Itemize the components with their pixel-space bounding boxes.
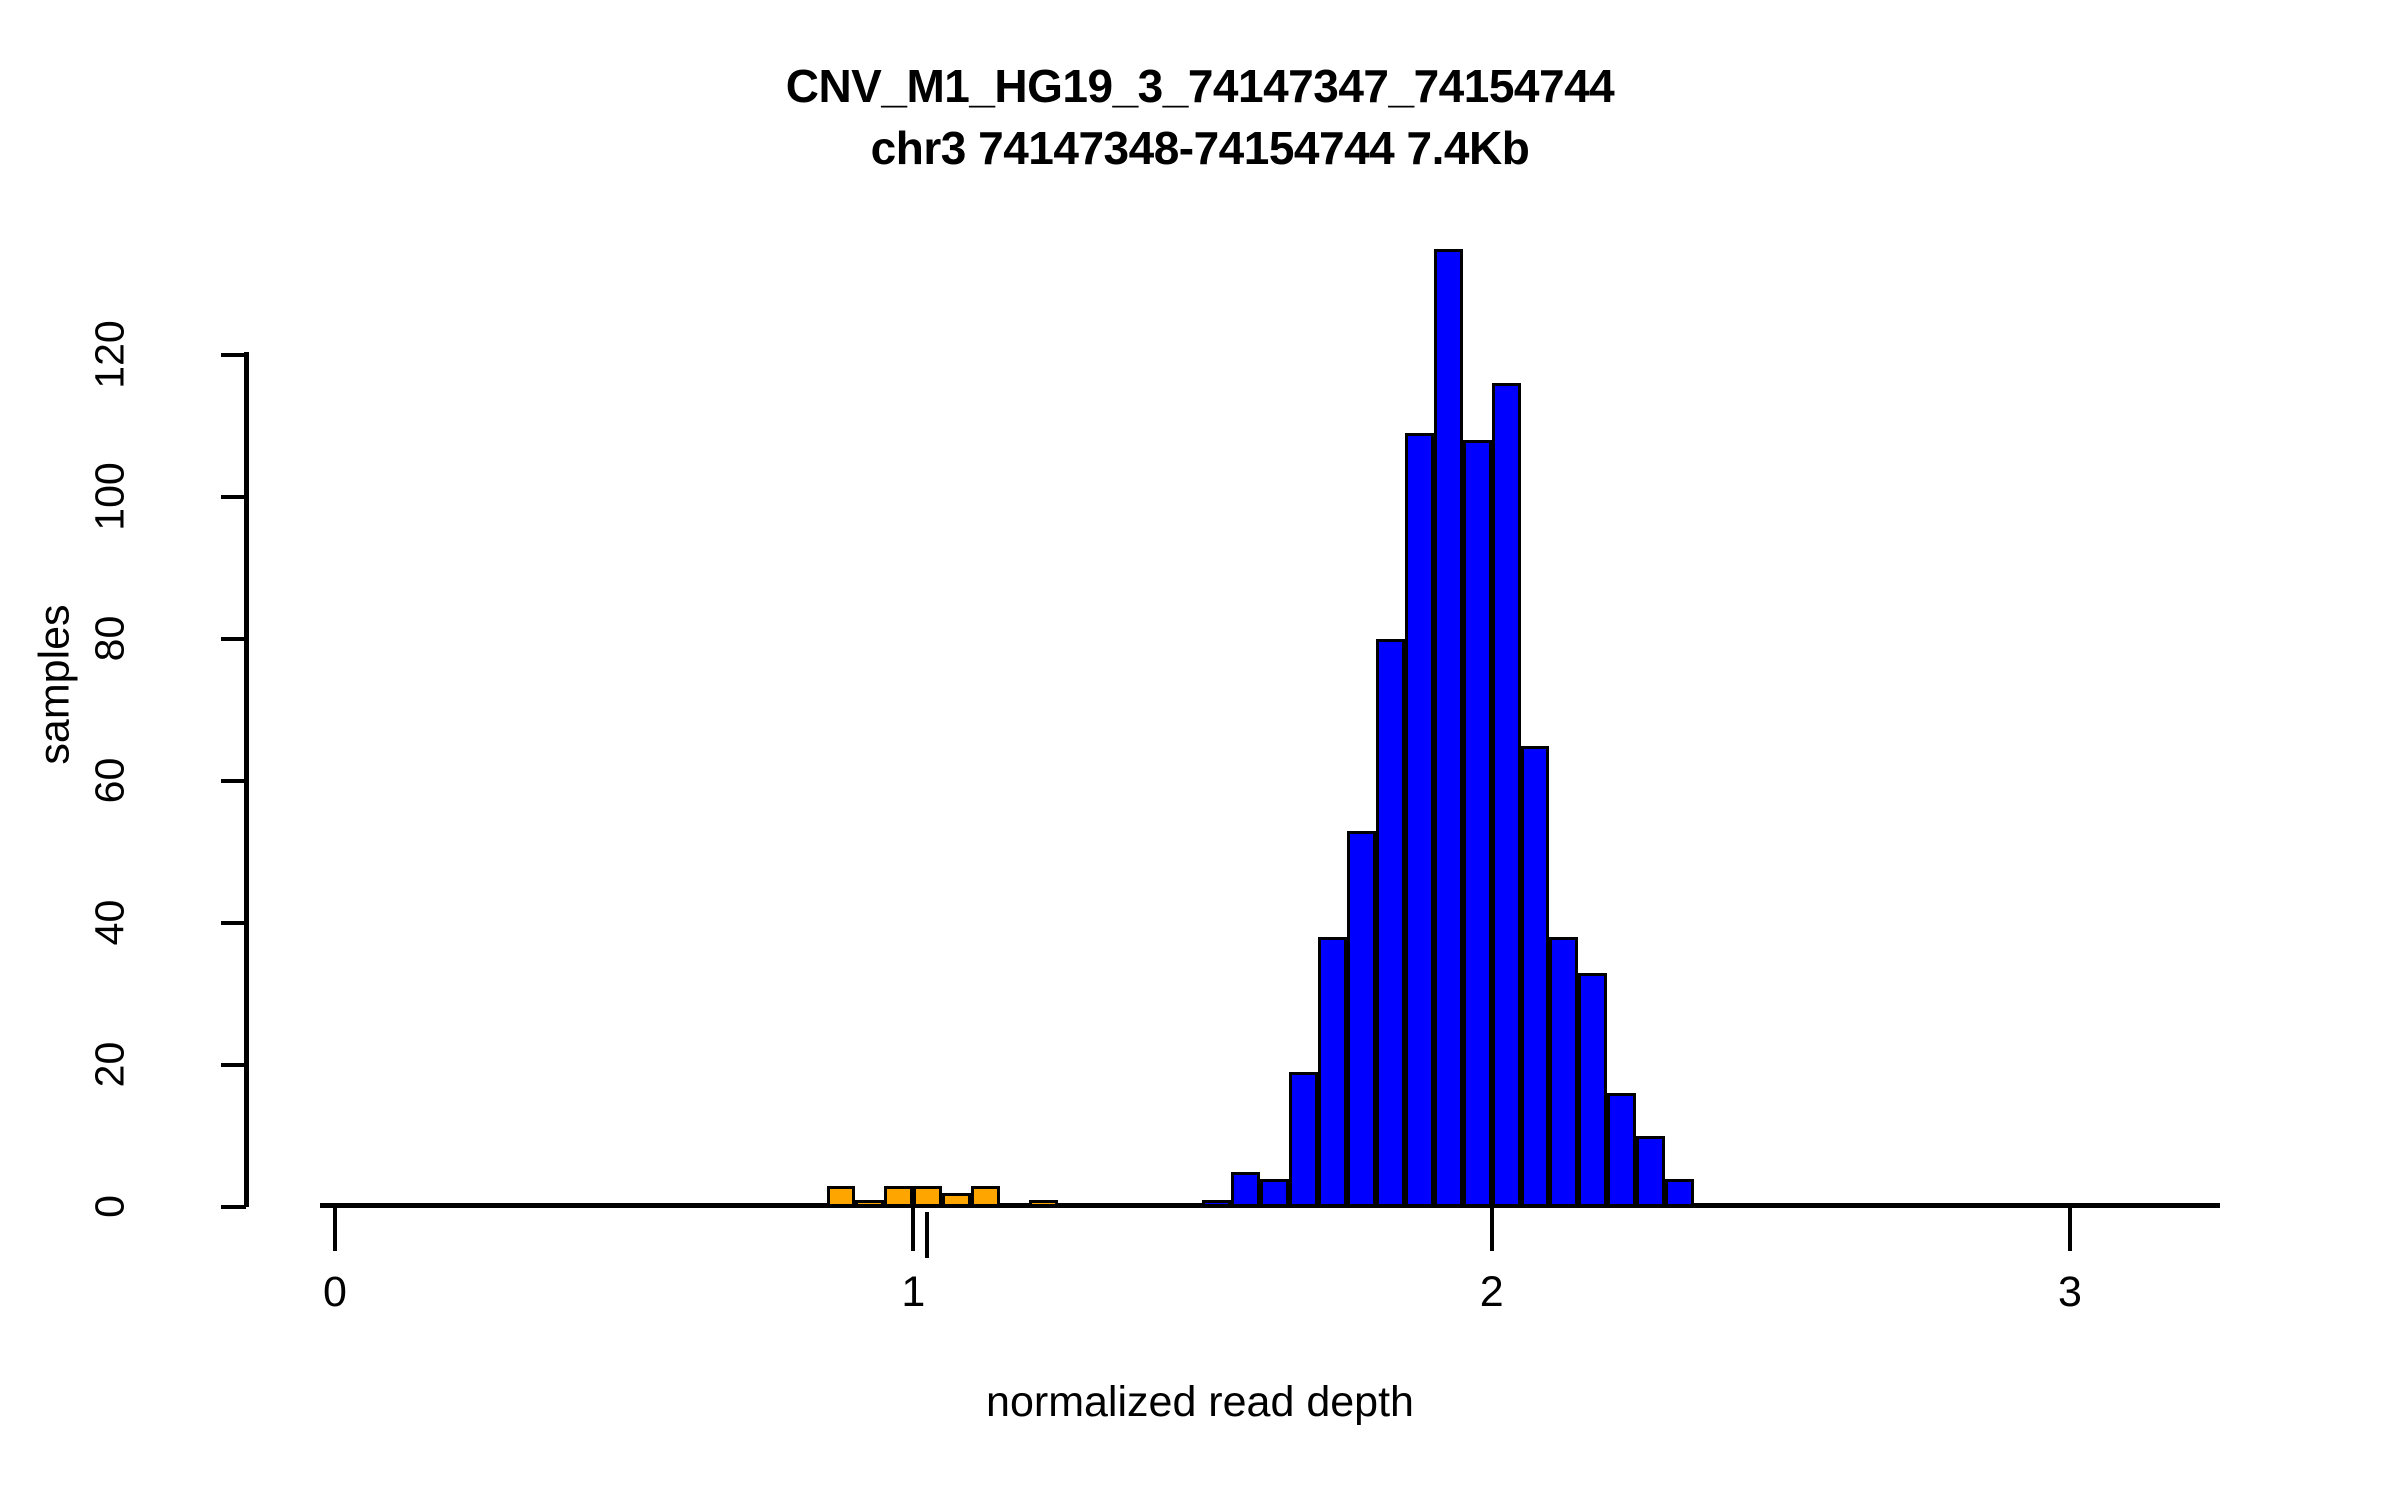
histogram-bar (826, 1185, 856, 1207)
y-tick (221, 921, 246, 925)
y-tick (221, 779, 246, 783)
chart-title: CNV_M1_HG19_3_74147347_74154744 (785, 60, 1615, 112)
chart-subtitle: chr3 74147348-74154744 7.4Kb (870, 122, 1530, 174)
x-tick (333, 1207, 337, 1251)
x-tick (2067, 1207, 2072, 1251)
histogram-bar (1202, 1199, 1232, 1207)
x-tick-label: 1 (901, 1268, 926, 1316)
sample-rug-mark (924, 1212, 929, 1258)
histogram-bar (1375, 639, 1405, 1207)
y-tick (221, 637, 246, 641)
histogram-bar (884, 1185, 914, 1207)
y-tick (221, 495, 246, 499)
histogram-bar (1462, 440, 1492, 1207)
y-tick (221, 353, 246, 357)
histogram-bar (1665, 1178, 1695, 1207)
y-tick (221, 1205, 246, 1209)
y-tick (221, 1063, 246, 1067)
y-axis-label: samples (30, 604, 79, 765)
x-tick-label: 3 (2058, 1268, 2082, 1316)
histogram-bar (1404, 433, 1434, 1207)
x-tick (1489, 1207, 1494, 1251)
histogram-bar (1578, 972, 1608, 1207)
histogram-bar (1028, 1199, 1058, 1207)
histogram-bar (1607, 1093, 1637, 1207)
chart-title-block: CNV_M1_HG19_3_74147347_74154744 chr3 741… (0, 55, 2400, 179)
histogram-bar (1260, 1178, 1290, 1207)
histogram-bar (971, 1185, 1001, 1207)
histogram-bar (855, 1199, 885, 1207)
histogram-bar (1491, 383, 1521, 1207)
histogram-bar (1549, 937, 1579, 1207)
x-axis-label: normalized read depth (986, 1378, 1414, 1426)
x-tick-label: 2 (1479, 1268, 1504, 1316)
histogram-bar (1318, 937, 1348, 1207)
histogram-bar (1636, 1136, 1666, 1207)
histogram-bar (913, 1185, 943, 1207)
histogram-bar (1433, 248, 1463, 1207)
histogram-bar (1520, 745, 1550, 1207)
histogram-bar (1289, 1072, 1319, 1207)
histogram-bar (1347, 830, 1376, 1207)
histogram-bar (1231, 1171, 1261, 1207)
y-axis-line (244, 352, 249, 1207)
histogram-bar (942, 1192, 972, 1207)
x-tick-label: 0 (323, 1268, 347, 1316)
x-tick (911, 1207, 916, 1251)
